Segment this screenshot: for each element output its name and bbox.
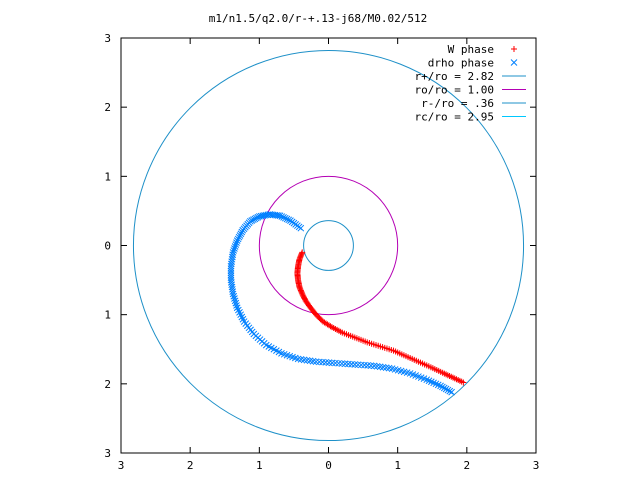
point-1-18-4 bbox=[325, 359, 333, 366]
point-1-11-1 bbox=[230, 292, 238, 300]
y-tick-label-3: 0 bbox=[104, 240, 111, 253]
point-1-19-1 bbox=[335, 359, 342, 367]
point-1-6-5 bbox=[234, 235, 242, 243]
point-1-7-4 bbox=[231, 245, 238, 252]
circle-2 bbox=[303, 220, 354, 271]
point-1-20-2 bbox=[357, 361, 365, 369]
series-0 bbox=[294, 249, 467, 386]
point-1-11-5 bbox=[233, 302, 240, 309]
point-1-1-3 bbox=[281, 214, 289, 222]
x-tick-label-4: 1 bbox=[394, 459, 401, 472]
point-0-10-5 bbox=[327, 323, 334, 330]
x-tick-label-1: 2 bbox=[187, 459, 194, 472]
point-1-20-5 bbox=[367, 362, 375, 369]
point-1-11-3 bbox=[231, 297, 239, 305]
point-1-1-0 bbox=[287, 217, 294, 224]
point-1-6-4 bbox=[235, 233, 243, 241]
legend-label-1: drho phase bbox=[428, 57, 494, 70]
x-tick-label-0: 3 bbox=[118, 459, 125, 472]
legend-marker-1 bbox=[510, 59, 518, 66]
legend-label-3: ro/ro = 1.00 bbox=[415, 84, 494, 97]
y-tick-label-0: 3 bbox=[104, 447, 111, 460]
reference-circles bbox=[132, 49, 525, 442]
point-1-25-3 bbox=[442, 385, 450, 393]
point-1-6-2 bbox=[237, 230, 245, 238]
point-1-11-2 bbox=[231, 295, 238, 302]
point-1-6-3 bbox=[236, 232, 244, 239]
point-1-20-1 bbox=[354, 361, 362, 369]
point-1-6-0 bbox=[239, 226, 247, 234]
point-1-18-1 bbox=[315, 358, 323, 366]
point-1-19-0 bbox=[332, 359, 339, 367]
y-tick-label-6: 3 bbox=[104, 32, 111, 45]
point-1-19-5 bbox=[348, 360, 355, 368]
point-1-18-5 bbox=[328, 359, 336, 367]
legend-label-0: W phase bbox=[448, 43, 494, 56]
y-tick-label-5: 2 bbox=[104, 101, 111, 114]
y-tick-label-1: 2 bbox=[104, 378, 111, 391]
point-1-25-5 bbox=[446, 387, 454, 395]
point-1-11-4 bbox=[232, 299, 240, 307]
point-1-1-4 bbox=[280, 214, 287, 221]
point-1-7-5 bbox=[230, 247, 238, 254]
point-1-25-2 bbox=[440, 384, 448, 392]
point-1-18-2 bbox=[319, 358, 326, 366]
data-series bbox=[227, 211, 467, 396]
chart-title: m1/n1.5/q2.0/r-+.13-j68/M0.02/512 bbox=[209, 12, 428, 25]
x-tick-label-3: 0 bbox=[325, 459, 332, 472]
point-1-25-1 bbox=[439, 383, 446, 391]
point-1-7-2 bbox=[232, 241, 240, 248]
x-tick-label-2: 1 bbox=[256, 459, 263, 472]
point-1-19-3 bbox=[341, 360, 349, 368]
circle-1 bbox=[258, 175, 399, 316]
point-1-1-1 bbox=[285, 216, 293, 224]
point-1-1-2 bbox=[283, 215, 291, 223]
point-1-6-1 bbox=[238, 228, 246, 236]
point-1-25-4 bbox=[444, 386, 452, 394]
x-tick-label-5: 2 bbox=[464, 459, 471, 472]
point-1-20-4 bbox=[364, 362, 372, 369]
legend-marker-0 bbox=[511, 46, 517, 52]
legend-label-5: rc/ro = 2.95 bbox=[415, 111, 494, 124]
point-1-19-2 bbox=[338, 360, 346, 367]
point-1-20-0 bbox=[351, 361, 359, 368]
point-1-20-3 bbox=[361, 361, 368, 369]
series-1 bbox=[227, 211, 455, 396]
x-tick-label-6: 3 bbox=[533, 459, 540, 472]
legend-label-2: r+/ro = 2.82 bbox=[415, 70, 494, 83]
y-tick-label-4: 1 bbox=[104, 170, 111, 183]
circle-0 bbox=[132, 49, 525, 442]
legend-label-4: r-/ro = .36 bbox=[421, 97, 494, 110]
point-1-19-4 bbox=[344, 360, 352, 368]
point-1-25-0 bbox=[437, 382, 444, 390]
point-1-26-0 bbox=[448, 388, 455, 396]
point-1-7-0 bbox=[233, 237, 241, 245]
y-tick-label-2: 1 bbox=[104, 309, 111, 322]
point-1-11-0 bbox=[229, 290, 237, 298]
point-1-18-3 bbox=[322, 359, 330, 366]
point-1-7-3 bbox=[231, 243, 239, 250]
point-1-7-1 bbox=[233, 239, 240, 246]
point-0-22-0 bbox=[460, 379, 467, 386]
